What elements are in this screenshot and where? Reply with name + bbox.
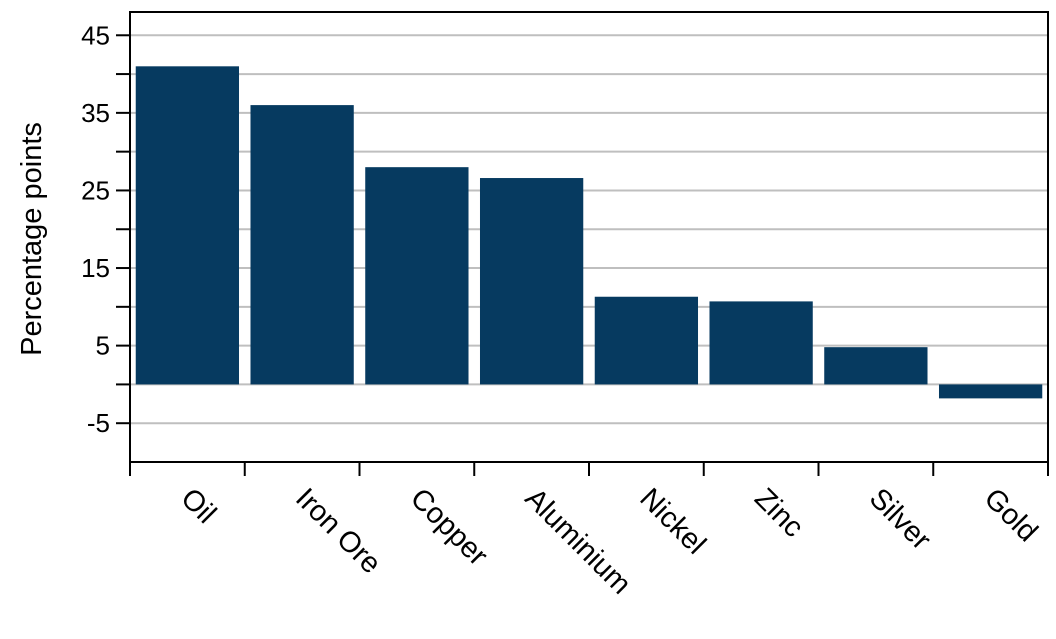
x-tick-label: Gold [978,482,1044,548]
x-tick-label: Silver [863,482,937,556]
bar-zinc [709,301,813,385]
y-tick-label: -5 [87,408,110,438]
x-tick-label: Copper [404,482,494,572]
x-tick-label: Nickel [633,482,711,560]
y-tick-label: 45 [81,20,110,50]
bar-gold [938,384,1043,399]
bars [135,66,1043,399]
x-tick-label: Oil [174,482,222,530]
bar-oil [135,66,240,385]
bar-copper [365,167,469,385]
axes [116,11,1049,476]
y-tick-label: 35 [81,98,110,128]
x-tick-label: Zinc [748,482,809,543]
y-tick-label: 15 [81,253,110,283]
x-tick-label: Aluminium [519,482,637,600]
x-tick-label: Iron Ore [289,482,387,580]
bar-aluminium [479,178,584,385]
bar-nickel [594,296,699,385]
y-tick-label: 25 [81,175,110,205]
bar-silver [824,347,928,385]
y-axis-title: Percentage points [16,122,48,356]
bar-iron-ore [250,105,354,385]
y-tick-label: 5 [96,331,110,361]
